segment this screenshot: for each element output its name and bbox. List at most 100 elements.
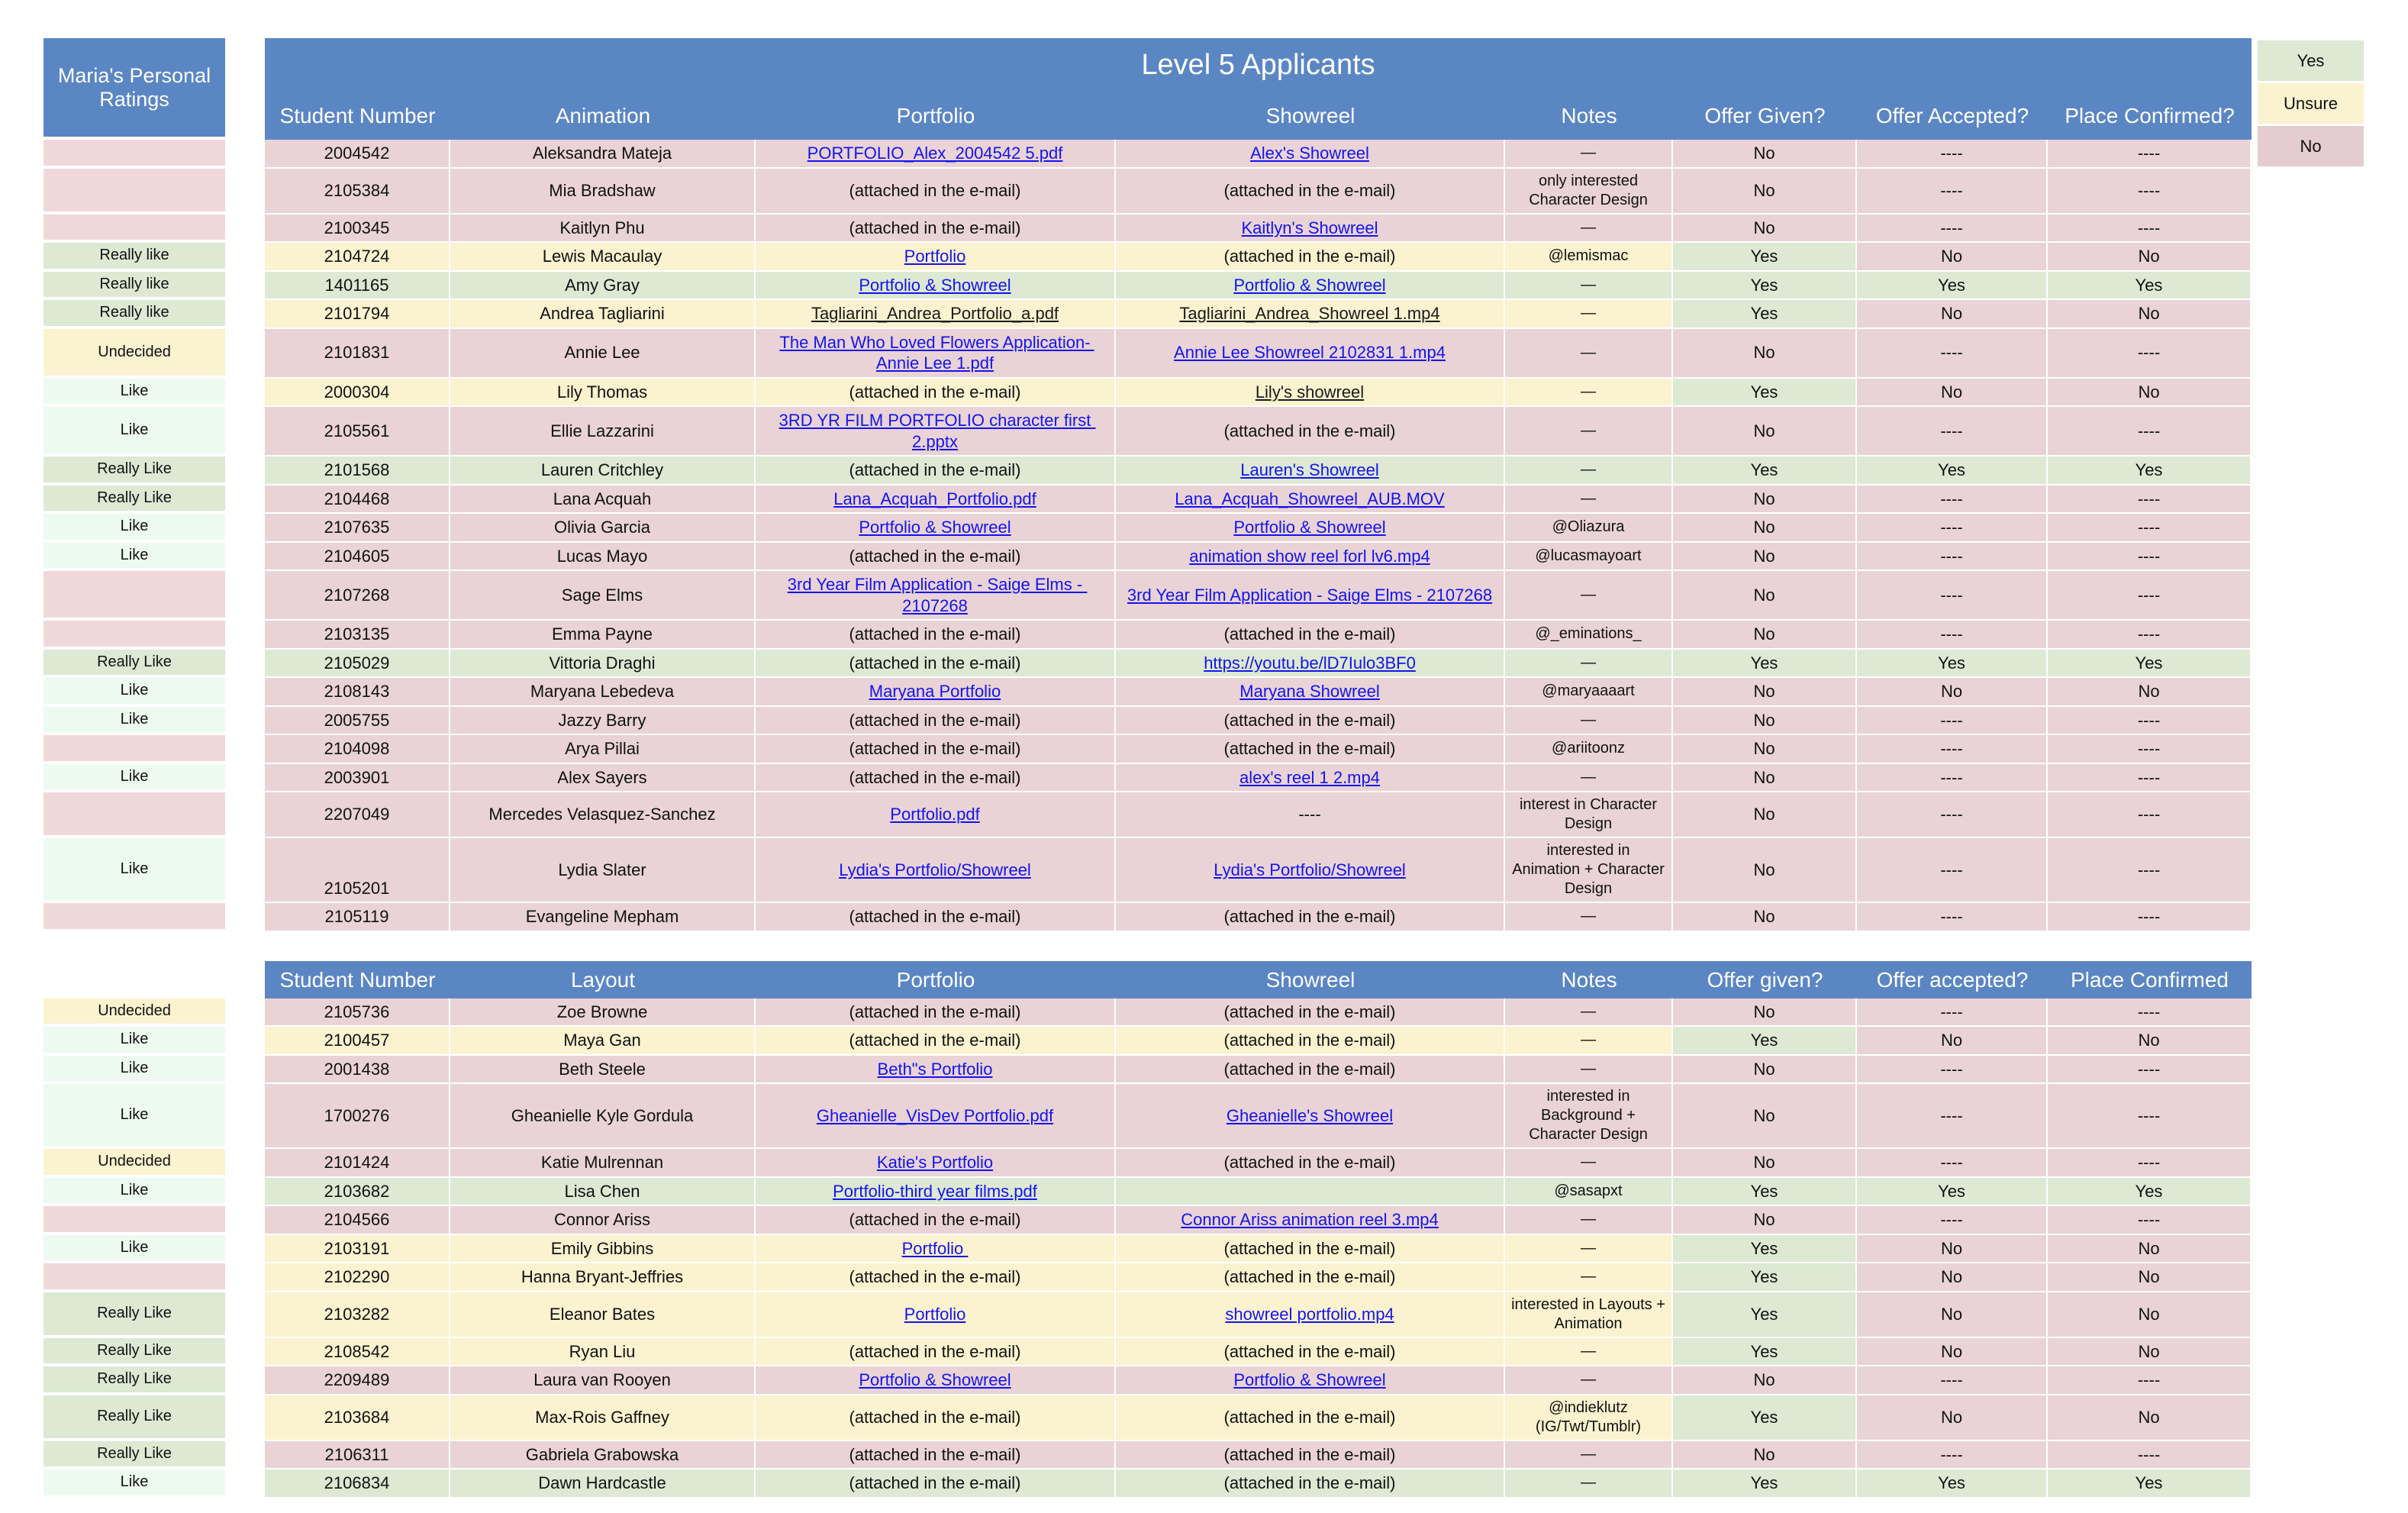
applicant-name: Andrea Tagliarini (540, 304, 665, 323)
offer-given-cell: No (1673, 998, 1857, 1027)
student-number: 2100345 (324, 218, 390, 237)
table-row: 2104566 Connor Ariss (attached in the e-ma… (44, 1206, 2252, 1235)
portfolio-link[interactable]: Lydia's Portfolio/Showreel (839, 860, 1031, 879)
portfolio-link-text: (attached in the e-mail) (849, 907, 1021, 926)
portfolio-link[interactable]: Tagliarini_Andrea_Portfolio_a.pdf (811, 304, 1059, 323)
student-number: 1700276 (324, 1105, 390, 1125)
applicant-name-cell: Annie Lee (450, 328, 756, 379)
portfolio-link[interactable]: 3rd Year Film Application - Saige Elms -… (787, 575, 1088, 615)
showreel-link[interactable]: alex's reel 1 2.mp4 (1239, 767, 1380, 787)
sidebar-table-gap (225, 960, 265, 998)
portfolio-cell: PORTFOLIO_Alex_2004542 5.pdf (756, 140, 1116, 169)
showreel-link[interactable]: Lauren's Showreel (1240, 460, 1379, 479)
showreel-link[interactable]: animation show reel forl lv6.mp4 (1189, 546, 1430, 566)
showreel-link[interactable]: 3rd Year Film Application - Saige Elms -… (1127, 585, 1493, 605)
showreel-link[interactable]: Alex's Showreel (1250, 144, 1369, 163)
applicant-name-cell: Vittoria Draghi (450, 649, 756, 678)
sidebar-table-gap (225, 763, 265, 792)
notes-cell: — (1505, 903, 1673, 932)
showreel-link-text: (attached in the e-mail) (1223, 1341, 1396, 1361)
student-number-cell: 2106834 (265, 1469, 450, 1498)
portfolio-link[interactable]: Portfolio (901, 1238, 969, 1258)
portfolio-link[interactable]: Lana_Acquah_Portfolio.pdf (833, 489, 1036, 508)
table-row: Undecided 2105736 Zoe Browne (attached in t… (44, 998, 2252, 1027)
showreel-link[interactable]: Maryana Showreel (1239, 682, 1380, 701)
sidebar-table-gap (225, 407, 265, 456)
showreel-link[interactable]: https://youtu.be/lD7Iulo3BF0 (1204, 653, 1416, 673)
portfolio-cell: (attached in the e-mail) (756, 1337, 1116, 1366)
student-number-cell: 2103684 (265, 1395, 450, 1441)
portfolio-link[interactable]: Portfolio & Showreel (859, 1370, 1011, 1389)
offer-accepted-cell: ---- (1857, 407, 2048, 456)
showreel-link[interactable]: Portfolio & Showreel (1233, 275, 1386, 295)
place-confirmed-cell: ---- (2048, 140, 2252, 169)
showreel-link[interactable]: Kaitlyn's Showreel (1241, 218, 1378, 237)
rating-cell: Really Like (44, 1292, 225, 1338)
portfolio-link[interactable]: Portfolio & Showreel (859, 518, 1011, 537)
portfolio-link[interactable]: Beth"s Portfolio (877, 1059, 993, 1079)
showreel-link[interactable]: Connor Ariss animation reel 3.mp4 (1181, 1210, 1439, 1229)
sidebar-table-gap (225, 706, 265, 735)
portfolio-link[interactable]: Gheanielle_VisDev Portfolio.pdf (816, 1105, 1054, 1125)
showreel-cell: Annie Lee Showreel 2102831 1.mp4 (1116, 328, 1505, 379)
offer-accepted-cell: ---- (1857, 1149, 2048, 1178)
showreel-link[interactable]: Portfolio & Showreel (1233, 1370, 1386, 1389)
student-number-cell: 2000304 (265, 378, 450, 407)
showreel-link[interactable]: Lydia's Portfolio/Showreel (1214, 860, 1406, 879)
portfolio-link[interactable]: Portfolio (904, 247, 966, 266)
portfolio-link[interactable]: 3RD YR FILM PORTFOLIO character first 2.… (778, 411, 1096, 451)
showreel-link[interactable]: Lily's showreel (1255, 382, 1365, 402)
portfolio-link[interactable]: Maryana Portfolio (869, 682, 1001, 701)
notes-cell: @Oliazura (1505, 514, 1673, 543)
portfolio-cell: Portfolio & Showreel (756, 514, 1116, 543)
table-row: Like 2001438 Beth Steele Beth"s Portfolio (a… (44, 1055, 2252, 1084)
portfolio-link-text: (attached in the e-mail) (849, 1002, 1021, 1021)
showreel-link[interactable]: Tagliarini_Andrea_Showreel 1.mp4 (1179, 304, 1440, 323)
portfolio-link[interactable]: Portfolio.pdf (890, 805, 980, 824)
notes-cell: — (1505, 485, 1673, 514)
portfolio-link[interactable]: Portfolio (904, 1304, 966, 1324)
notes-cell: — (1505, 378, 1673, 407)
offer-accepted-cell: ---- (1857, 1206, 2048, 1235)
applicant-name: Lily Thomas (556, 382, 648, 402)
rating-cell (44, 1206, 225, 1235)
applicant-name-cell: Gheanielle Kyle Gordula (450, 1084, 756, 1149)
showreel-link[interactable]: Gheanielle's Showreel (1226, 1105, 1394, 1125)
portfolio-link[interactable]: PORTFOLIO_Alex_2004542 5.pdf (807, 144, 1063, 163)
offer-accepted-cell: ---- (1857, 1366, 2048, 1395)
applicant-name: Annie Lee (564, 343, 640, 363)
legend: Yes Unsure No (2258, 40, 2364, 166)
table-row: Like 2103191 Emily Gibbins Portfolio (attac… (44, 1234, 2252, 1263)
applicant-name-cell: Katie Mulrennan (450, 1149, 756, 1178)
showreel-cell: (attached in the e-mail) (1116, 407, 1505, 456)
showreel-link[interactable]: showreel portfolio.mp4 (1225, 1304, 1394, 1324)
portfolio-link[interactable]: Katie's Portfolio (876, 1153, 994, 1172)
portfolio-link[interactable]: The Man Who Loved Flowers Application- A… (779, 332, 1094, 373)
sidebar-table-gap (225, 903, 265, 932)
portfolio-link[interactable]: Portfolio & Showreel (859, 275, 1011, 295)
sidebar-table-gap (225, 1234, 265, 1263)
notes-cell: @ariitoonz (1505, 735, 1673, 764)
portfolio-link[interactable]: Portfolio-third year films.pdf (833, 1181, 1037, 1201)
notes-cell: @lucasmayoart (1505, 542, 1673, 571)
offer-given-cell: Yes (1673, 649, 1857, 678)
rating-cell: Undecided (44, 998, 225, 1027)
student-number: 2105119 (324, 907, 389, 926)
place-confirmed-cell: ---- (2048, 542, 2252, 571)
place-confirmed-cell: ---- (2048, 168, 2252, 215)
sidebar-table-gap (225, 271, 265, 300)
offer-accepted-cell: No (1857, 1337, 2048, 1366)
sidebar-table-gap (225, 542, 265, 571)
applicant-name: Gabriela Grabowska (525, 1444, 679, 1464)
place-confirmed-cell: No (2048, 1292, 2252, 1338)
notes-cell: — (1505, 706, 1673, 735)
rating-cell (44, 1263, 225, 1292)
sidebar-table-gap (225, 1292, 265, 1338)
rating-cell: Really Like (44, 456, 225, 486)
showreel-link[interactable]: Annie Lee Showreel 2102831 1.mp4 (1174, 343, 1446, 363)
place-confirmed-cell: ---- (2048, 214, 2252, 243)
showreel-link[interactable]: Portfolio & Showreel (1233, 518, 1386, 537)
showreel-link[interactable]: Lana_Acquah_Showreel_AUB.MOV (1175, 489, 1445, 508)
showreel-link-text: (attached in the e-mail) (1223, 1473, 1396, 1492)
notes-cell: — (1505, 456, 1673, 486)
